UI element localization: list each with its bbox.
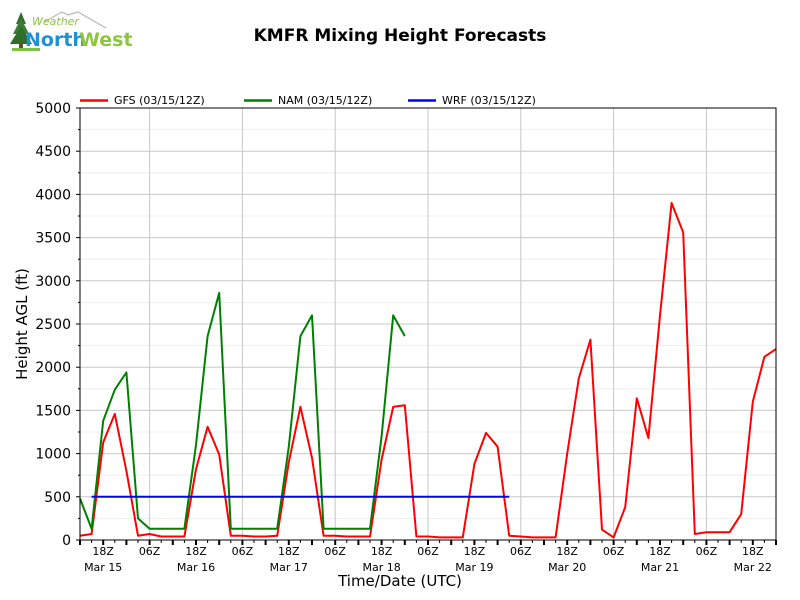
x-tick-label: 18Z (185, 545, 207, 558)
legend-label: NAM (03/15/12Z) (278, 94, 372, 107)
grass-icon (12, 48, 40, 51)
x-tick-label: 18Z (556, 545, 578, 558)
logo-text-west: West (79, 29, 132, 51)
x-date-label: Mar 20 (548, 561, 586, 574)
weather-northwest-logo: Weather North West (10, 11, 132, 51)
y-tick-label: 500 (44, 490, 71, 506)
x-tick-label: 06Z (232, 545, 254, 558)
legend-label: WRF (03/15/12Z) (442, 94, 536, 107)
logo-text-weather: Weather (32, 15, 80, 28)
y-tick-label: 0 (62, 533, 71, 549)
x-tick-label: 06Z (696, 545, 718, 558)
x-tick-label: 18Z (464, 545, 486, 558)
vertical-gridlines (149, 108, 707, 540)
x-tick-label: 18Z (92, 545, 114, 558)
x-tick-label: 06Z (324, 545, 346, 558)
x-date-label: Mar 18 (362, 561, 400, 574)
x-tick-label: 06Z (417, 545, 439, 558)
y-tick-label: 1500 (35, 403, 71, 419)
legend: GFS (03/15/12Z) NAM (03/15/12Z) WRF (03/15… (80, 94, 536, 107)
legend-label: GFS (03/15/12Z) (114, 94, 205, 107)
x-date-label: Mar 17 (270, 561, 308, 574)
chart-title: KMFR Mixing Height Forecasts (254, 26, 547, 46)
x-axis-label: Time/Date (UTC) (337, 572, 462, 590)
y-tick-label: 2500 (35, 317, 71, 333)
x-tick-label: 18Z (371, 545, 393, 558)
y-tick-label: 4500 (35, 144, 71, 160)
x-date-label: Mar 15 (84, 561, 122, 574)
x-tick-label: 06Z (139, 545, 161, 558)
x-date-label: Mar 21 (641, 561, 679, 574)
x-tick-label: 18Z (742, 545, 764, 558)
y-tick-label: 5000 (35, 101, 71, 117)
x-tick-label: 06Z (510, 545, 532, 558)
logo-text-north: North (25, 29, 86, 51)
series-line-gfs (79, 202, 777, 539)
y-tick-label: 3500 (35, 231, 71, 247)
y-tick-label: 3000 (35, 274, 71, 290)
y-tick-label: 1000 (35, 447, 71, 463)
x-axis: 18Z 06Z 18Z 06Z 18Z 06Z 18Z 06Z 18Z 06Z 18Z 06Z 18Z 0… (79, 540, 777, 574)
y-axis-label: Height AGL (ft) (13, 268, 31, 380)
y-tick-label: 4000 (35, 187, 71, 203)
y-tick-label: 2000 (35, 360, 71, 376)
x-tick-label: 18Z (649, 545, 671, 558)
mountain-icon (43, 11, 107, 29)
tree-icon (10, 12, 32, 48)
series-lines (79, 202, 777, 539)
x-date-label: Mar 16 (177, 561, 215, 574)
series-line-nam (79, 291, 406, 530)
x-date-label: Mar 19 (455, 561, 493, 574)
y-axis: 0 500 1000 1500 2000 2500 3000 3500 4000 4500 5000 (35, 101, 80, 549)
x-tick-label: 18Z (278, 545, 300, 558)
x-date-label: Mar 22 (734, 561, 772, 574)
x-tick-label: 06Z (603, 545, 625, 558)
